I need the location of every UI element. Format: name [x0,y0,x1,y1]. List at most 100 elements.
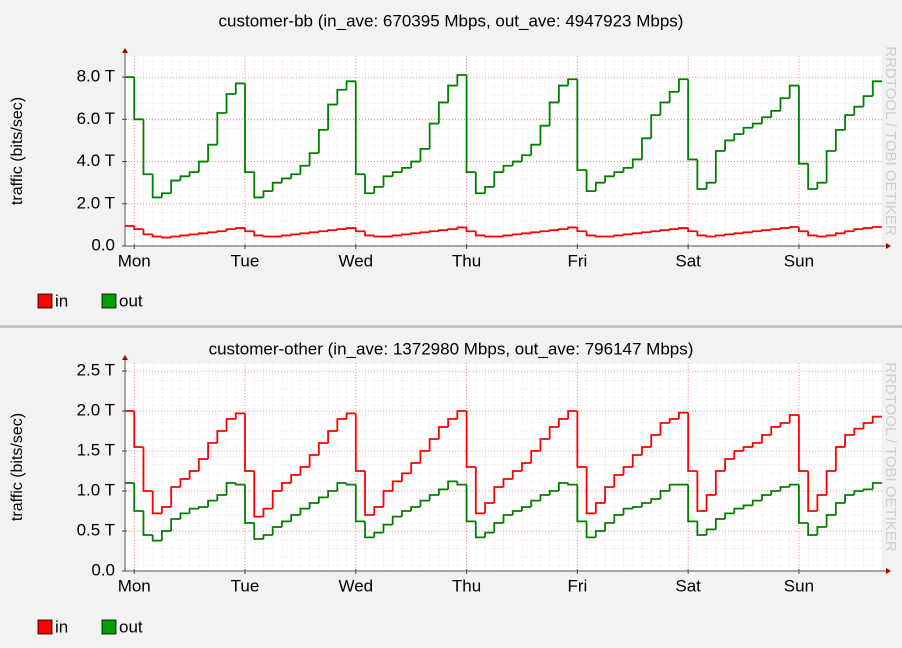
series-step [678,227,689,230]
y-tick-label: 1.0 T [77,480,115,499]
series-step [539,438,550,451]
series-step [788,414,799,423]
series-step [751,230,762,233]
series-step [188,470,199,479]
series-step [798,227,809,233]
series-step [493,171,504,187]
series-step [798,415,809,472]
series-step [871,80,882,97]
series-step [585,467,596,515]
legend-swatch [37,619,53,635]
series-step [197,232,209,235]
series-step [530,499,541,507]
series-step [751,122,762,128]
series-step [382,490,393,507]
series-step [253,231,264,237]
series-step [696,159,707,190]
series-step [770,109,781,118]
series-step [447,228,458,231]
series-step [530,231,541,234]
series-step [557,228,569,231]
series-step [391,234,402,237]
series-step [290,233,301,236]
series-step [474,172,486,195]
series-step [262,235,273,238]
series-step [474,521,486,539]
series-step [484,502,495,514]
series-step [853,490,864,495]
series-step [779,486,790,491]
series-step [484,531,495,538]
series-step [410,506,421,511]
series-step [742,126,753,135]
series-step [816,526,827,535]
series-step [447,418,458,427]
series-step [437,101,449,124]
series-step [327,103,338,130]
series-step [502,164,513,173]
series-step [668,418,679,423]
series-step [373,531,384,538]
series-step [465,411,476,468]
series-step [807,523,818,536]
series-step [336,228,347,231]
series-step [539,124,550,145]
x-tick-label: Sun [784,251,814,270]
series-step [853,105,864,116]
series-step [567,78,578,86]
series-step [225,482,236,495]
series-step [650,114,661,139]
series-step [234,483,246,486]
series-step [299,507,310,515]
series-step [705,528,716,535]
series-step [521,506,532,511]
series-step [271,526,282,535]
series-step [779,422,790,427]
x-tick-label: Thu [452,251,481,270]
series-step [742,446,753,451]
series-step [170,179,181,194]
series-step [456,74,467,86]
series-step [825,150,836,183]
series-step [816,494,827,511]
series-step [207,143,218,162]
series-step [207,499,218,507]
series-step [585,170,596,193]
series-step [594,181,606,192]
series-step [631,506,642,509]
series-step [207,231,218,234]
series-step [613,474,624,487]
series-step [281,520,292,527]
series-step [161,506,172,514]
series-step [502,234,513,237]
series-step [391,171,402,177]
series-step [188,507,199,514]
series-step [871,226,882,229]
series-step [327,490,338,498]
series-step [142,447,153,492]
series-step [724,139,735,151]
series-step [410,462,421,474]
series-step [428,230,439,233]
series-step [724,512,735,519]
series-step [604,486,615,503]
series-step [502,514,513,523]
series-step [557,482,569,491]
series-step [502,478,513,487]
series-step [234,82,246,94]
series-step [844,494,855,503]
series-step [521,154,532,162]
series-step [576,227,587,233]
series-step [548,490,559,495]
series-step [197,506,209,509]
series-step [770,228,781,231]
series-step [622,466,633,475]
series-step [862,227,873,230]
series-step [641,231,652,234]
series-step [447,84,458,103]
series-step [161,236,172,239]
minor-grid [125,56,882,246]
series-step [733,133,744,141]
series-step [779,97,790,111]
